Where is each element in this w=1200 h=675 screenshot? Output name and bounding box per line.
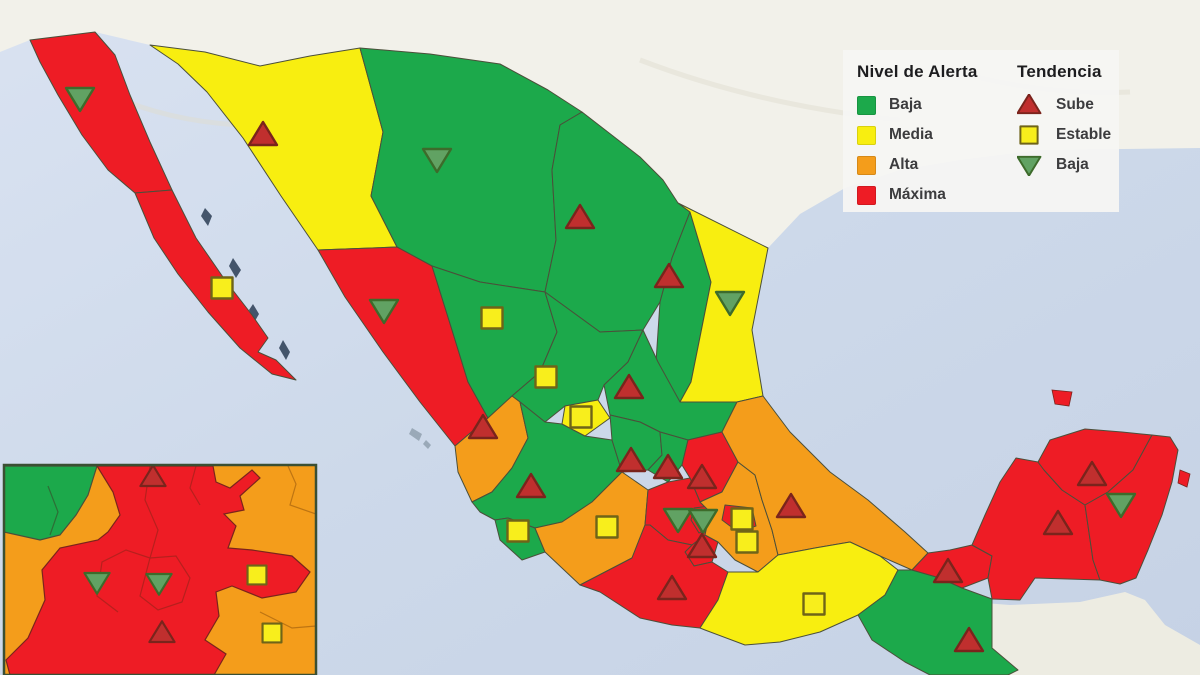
legend-alert-rows: Baja Media Alta Máxima bbox=[857, 94, 1007, 206]
trend-marker-campeche bbox=[1042, 509, 1074, 536]
inset-orange-borders bbox=[259, 465, 316, 629]
triangle-down-icon bbox=[1017, 155, 1042, 176]
legend-alert-item: Baja bbox=[857, 94, 1007, 116]
inset-border bbox=[2, 463, 318, 675]
inset-green-border bbox=[47, 485, 59, 536]
inset-trend-marker-morelos bbox=[148, 620, 176, 644]
trend-marker-chiapas bbox=[953, 626, 985, 653]
trend-label: Estable bbox=[1056, 126, 1112, 143]
trend-marker-queretaro bbox=[652, 453, 684, 480]
legend-triangle-down-glyph bbox=[1017, 155, 1042, 176]
trend-marker-tlaxcala bbox=[730, 507, 754, 531]
trend-marker-san-luis-potosi bbox=[613, 373, 645, 400]
alert-swatch-maxima bbox=[857, 185, 876, 205]
legend-alert-column: Nivel de Alerta Baja Media Alta Máxima bbox=[857, 62, 1007, 205]
legend-trend-item: Baja bbox=[1017, 154, 1111, 176]
red-islets bbox=[1051, 389, 1191, 488]
inset-red-region bbox=[5, 465, 311, 675]
trend-marker-colima bbox=[506, 519, 530, 543]
alert-label: Baja bbox=[889, 96, 922, 113]
trend-marker-sonora bbox=[247, 120, 279, 147]
alert-swatch-media bbox=[857, 125, 876, 145]
trend-marker-aguascalientes bbox=[569, 405, 593, 429]
alert-label: Alta bbox=[889, 156, 919, 173]
inset-trend-marker-tlaxcala bbox=[246, 564, 268, 586]
legend-triangle-up-glyph bbox=[1017, 94, 1042, 115]
trend-label: Sube bbox=[1056, 96, 1094, 113]
trend-marker-coahuila bbox=[564, 203, 596, 230]
alert-label: Máxima bbox=[889, 186, 946, 203]
legend-trend-item: Estable bbox=[1017, 124, 1111, 146]
trend-marker-morelos bbox=[686, 532, 718, 559]
legend-trend-rows: Sube Estable Baja bbox=[1017, 94, 1111, 176]
trend-marker-veracruz bbox=[775, 492, 807, 519]
alert-swatch-baja bbox=[857, 95, 876, 115]
inset-green-region bbox=[4, 465, 98, 541]
islet-cozumel bbox=[1177, 469, 1191, 488]
trend-marker-hidalgo bbox=[686, 463, 718, 490]
islet-alacranes bbox=[1051, 389, 1073, 407]
legend-alert-title: Nivel de Alerta bbox=[857, 62, 978, 81]
trend-marker-nayarit bbox=[467, 413, 499, 440]
inset-trend-marker-hidalgo bbox=[139, 465, 167, 488]
trend-marker-durango bbox=[480, 306, 504, 330]
trend-marker-layer bbox=[64, 86, 1137, 653]
trend-marker-puebla bbox=[735, 530, 759, 554]
trend-marker-sinaloa bbox=[368, 298, 400, 325]
state-oaxaca bbox=[699, 541, 899, 646]
inset-trend-marker-ciudad-de-mexico bbox=[145, 572, 173, 596]
triangle-up-icon bbox=[1017, 94, 1042, 115]
inset-trend-marker-puebla bbox=[261, 622, 283, 644]
legend-trend-title: Tendencia bbox=[1017, 62, 1102, 81]
trend-marker-baja-california-sur bbox=[210, 276, 234, 300]
legend-trend-column: Tendencia Sube Estable Baja bbox=[1017, 62, 1111, 200]
legend-panel: Nivel de Alerta Baja Media Alta Máxima Tend… bbox=[843, 50, 1119, 212]
trend-marker-guanajuato bbox=[615, 446, 647, 473]
island-group bbox=[201, 208, 431, 449]
trend-marker-oaxaca bbox=[802, 592, 826, 616]
trend-marker-zacatecas bbox=[534, 365, 558, 389]
trend-marker-guerrero bbox=[656, 574, 688, 601]
alert-label: Media bbox=[889, 126, 933, 143]
legend-alert-item: Alta bbox=[857, 154, 1007, 176]
legend-trend-item: Sube bbox=[1017, 94, 1111, 116]
legend-alert-item: Media bbox=[857, 124, 1007, 146]
trend-marker-michoacan bbox=[595, 515, 619, 539]
legend-square-glyph bbox=[1019, 125, 1039, 145]
trend-marker-ciudad-de-mexico bbox=[687, 508, 719, 535]
trend-marker-baja-california bbox=[64, 86, 96, 113]
inset-marker-layer bbox=[83, 465, 283, 644]
inset-map bbox=[4, 465, 316, 675]
trend-marker-yucatan bbox=[1076, 460, 1108, 487]
state-quintana-roo bbox=[1084, 434, 1179, 585]
trend-marker-quintana-roo bbox=[1105, 492, 1137, 519]
trend-marker-jalisco bbox=[515, 472, 547, 499]
inset-trend-marker-estado-de-mexico bbox=[83, 571, 111, 595]
trend-label: Baja bbox=[1056, 156, 1089, 173]
square-icon bbox=[1019, 125, 1039, 145]
trend-marker-estado-de-mexico bbox=[662, 507, 694, 534]
state-coahuila bbox=[544, 111, 691, 333]
legend-alert-item: Máxima bbox=[857, 184, 1007, 206]
trend-marker-nuevo-leon bbox=[653, 262, 685, 289]
alert-swatch-alta bbox=[857, 155, 876, 175]
trend-marker-chihuahua bbox=[421, 147, 453, 174]
trend-marker-tamaulipas bbox=[714, 290, 746, 317]
trend-marker-tabasco bbox=[932, 557, 964, 584]
